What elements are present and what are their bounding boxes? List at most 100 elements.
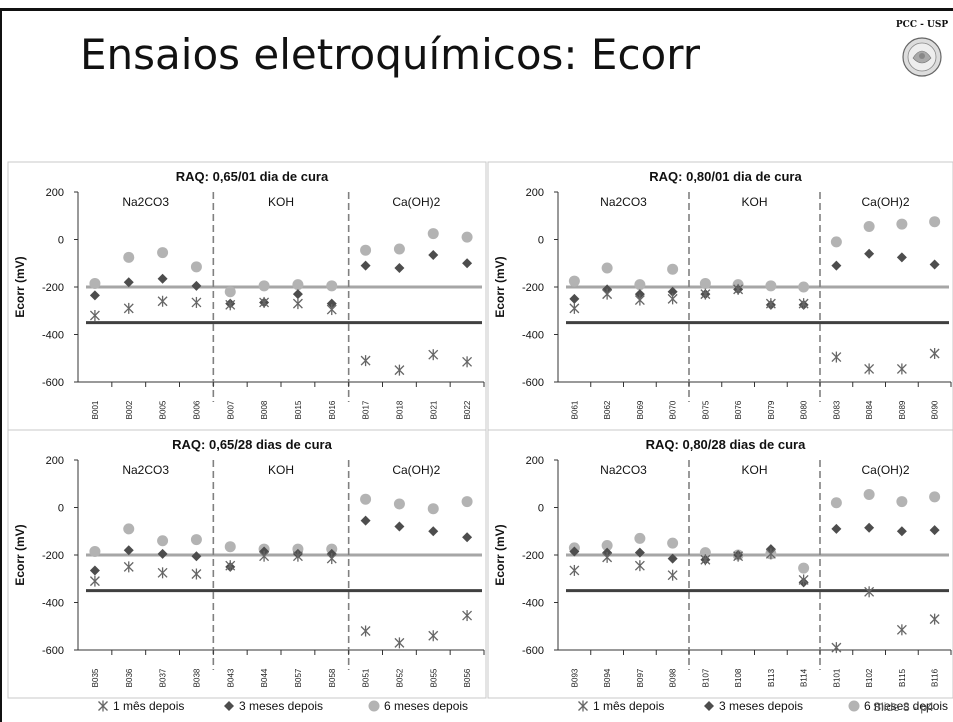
x-tick-label: B055: [429, 668, 438, 687]
data-point: [667, 293, 678, 305]
data-point: [864, 586, 875, 598]
data-point: [428, 349, 439, 361]
x-tick-label: B005: [159, 400, 168, 419]
data-point: [863, 488, 875, 500]
data-point: [123, 251, 135, 263]
data-point: [765, 548, 776, 560]
data-point: [157, 247, 169, 259]
data-point: [733, 550, 744, 562]
data-point: [929, 525, 940, 536]
data-point: [831, 523, 842, 534]
data-point: [462, 356, 473, 368]
x-tick-label: B080: [800, 400, 809, 419]
y-tick-label: 0: [58, 235, 64, 247]
data-point: [929, 491, 941, 503]
data-point: [462, 610, 473, 622]
data-point: [896, 252, 907, 263]
data-point: [259, 296, 270, 308]
group-label: KOH: [741, 195, 767, 209]
x-tick-label: B089: [898, 400, 907, 419]
x-tick-label: B116: [931, 668, 940, 687]
y-axis-label: Ecorr (mV): [13, 256, 27, 317]
data-point: [123, 523, 135, 535]
legend-label: 3 meses depois: [239, 699, 323, 713]
data-point: [896, 624, 907, 636]
y-tick-label: 200: [526, 187, 544, 199]
x-tick-label: B114: [800, 668, 809, 687]
data-point: [393, 243, 405, 255]
group-label: Ca(OH)2: [392, 195, 440, 209]
data-point: [157, 535, 169, 547]
data-point: [89, 310, 100, 321]
data-point: [326, 304, 337, 316]
y-tick-label: -400: [42, 330, 64, 342]
data-point: [667, 553, 678, 564]
x-tick-label: B101: [832, 668, 841, 687]
y-axis-label: Ecorr (mV): [13, 524, 27, 585]
y-tick-label: -400: [522, 330, 544, 342]
data-point: [601, 262, 613, 274]
x-tick-label: B069: [636, 400, 645, 419]
chart-panel-1: RAQ: 0,80/01 dia de cura Ecorr (mV) 200 0 -2…: [487, 161, 953, 431]
data-point: [798, 562, 810, 574]
data-point: [224, 286, 236, 298]
data-point: [259, 550, 270, 562]
x-tick-label: B021: [429, 400, 438, 419]
logo-text: PCC - USP: [895, 20, 949, 30]
data-point: [929, 259, 940, 270]
x-tick-label: B001: [91, 400, 100, 419]
data-point: [394, 364, 405, 376]
group-label: Na2CO3: [122, 463, 169, 477]
slide-border: [0, 8, 953, 722]
y-tick-label: 200: [46, 455, 64, 467]
x-tick-label: B115: [898, 668, 907, 687]
y-axis-label: Ecorr (mV): [493, 524, 507, 585]
data-point: [929, 216, 941, 228]
data-point: [667, 537, 679, 549]
x-tick-label: B052: [395, 668, 404, 687]
y-tick-label: -400: [522, 598, 544, 610]
y-axis-label: Ecorr (mV): [493, 256, 507, 317]
y-tick-label: 200: [526, 455, 544, 467]
data-point: [292, 550, 303, 562]
data-point: [123, 302, 134, 314]
legend-label: 6 meses depois: [864, 699, 948, 713]
data-point: [700, 288, 711, 300]
data-point: [360, 625, 371, 637]
data-point: [123, 277, 134, 288]
x-tick-label: B018: [395, 400, 404, 419]
data-point: [798, 574, 809, 586]
group-label: Ca(OH)2: [861, 195, 909, 209]
x-tick-label: B108: [734, 668, 743, 687]
slide-title: Ensaios eletroquímicos: Ecorr: [80, 30, 701, 79]
x-tick-label: B083: [832, 400, 841, 419]
data-point: [831, 351, 842, 363]
data-point: [89, 290, 100, 301]
data-point: [225, 299, 236, 311]
x-tick-label: B016: [328, 400, 337, 419]
x-tick-label: B036: [125, 668, 134, 687]
x-tick-label: B056: [463, 668, 472, 687]
data-point: [831, 642, 842, 654]
x-tick-label: B007: [226, 400, 235, 419]
data-point: [765, 280, 777, 292]
data-point: [667, 286, 678, 297]
x-tick-label: B058: [328, 668, 337, 687]
legend-label: 6 meses depois: [384, 699, 468, 713]
data-point: [360, 355, 371, 367]
data-point: [89, 565, 100, 576]
x-tick-label: B084: [865, 400, 874, 419]
chart-frame: [487, 429, 953, 699]
data-point: [896, 496, 908, 508]
chart-frame: [487, 161, 953, 431]
chart-title: RAQ: 0,80/01 dia de cura: [649, 169, 802, 184]
data-point: [798, 281, 810, 293]
data-point: [427, 228, 439, 240]
data-point: [929, 348, 940, 359]
legend-marker: [98, 700, 108, 712]
x-tick-label: B037: [159, 668, 168, 687]
data-point: [929, 613, 940, 625]
data-point: [699, 277, 711, 289]
chart-title: RAQ: 0,65/01 dia de cura: [176, 169, 329, 184]
